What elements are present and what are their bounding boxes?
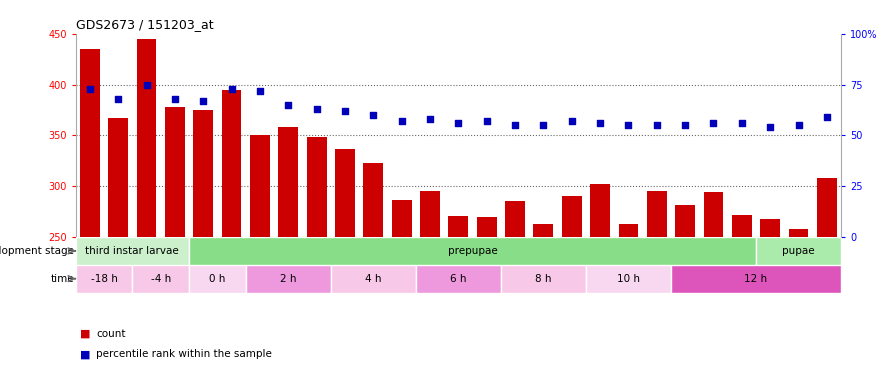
Point xyxy=(253,88,267,94)
Bar xyxy=(732,215,752,237)
Point xyxy=(167,96,182,102)
Point xyxy=(564,118,578,124)
Text: third instar larvae: third instar larvae xyxy=(85,246,179,256)
Bar xyxy=(671,265,841,292)
Point xyxy=(593,120,607,126)
Bar xyxy=(109,118,128,237)
Bar xyxy=(501,265,586,292)
Point xyxy=(650,122,664,128)
Text: 10 h: 10 h xyxy=(617,274,640,284)
Point xyxy=(140,82,154,88)
Text: 4 h: 4 h xyxy=(365,274,382,284)
Text: prepupae: prepupae xyxy=(448,246,498,256)
Bar xyxy=(335,148,355,237)
Text: 2 h: 2 h xyxy=(280,274,296,284)
Bar xyxy=(222,90,241,237)
Bar xyxy=(76,237,189,265)
Point xyxy=(338,108,352,114)
Bar xyxy=(586,265,671,292)
Bar xyxy=(619,224,638,237)
Bar xyxy=(420,191,440,237)
Text: 6 h: 6 h xyxy=(450,274,466,284)
Bar xyxy=(817,178,837,237)
Text: development stage: development stage xyxy=(0,246,74,256)
Point xyxy=(196,98,210,104)
Bar xyxy=(562,196,582,237)
Bar xyxy=(136,39,157,237)
Point xyxy=(678,122,692,128)
Bar xyxy=(533,224,554,237)
Text: GDS2673 / 151203_at: GDS2673 / 151203_at xyxy=(76,18,214,31)
Text: -4 h: -4 h xyxy=(150,274,171,284)
Text: 8 h: 8 h xyxy=(535,274,552,284)
Point xyxy=(451,120,465,126)
Point xyxy=(281,102,295,108)
Bar xyxy=(506,201,525,237)
Text: percentile rank within the sample: percentile rank within the sample xyxy=(96,350,272,359)
Bar xyxy=(590,184,610,237)
Point xyxy=(423,116,437,122)
Bar xyxy=(392,201,411,237)
Point xyxy=(83,86,97,92)
Bar xyxy=(193,110,213,237)
Point xyxy=(224,86,239,92)
Bar xyxy=(363,163,384,237)
Point xyxy=(111,96,125,102)
Point xyxy=(537,122,551,128)
Bar xyxy=(165,107,185,237)
Point xyxy=(791,122,805,128)
Point xyxy=(820,114,834,120)
Bar xyxy=(80,49,100,237)
Bar xyxy=(189,265,246,292)
Bar xyxy=(756,237,841,265)
Bar xyxy=(189,237,756,265)
Text: ■: ■ xyxy=(80,329,91,339)
Text: 12 h: 12 h xyxy=(744,274,767,284)
Text: -18 h: -18 h xyxy=(91,274,117,284)
Point xyxy=(480,118,494,124)
Bar xyxy=(76,265,133,292)
Bar xyxy=(704,192,724,237)
Bar xyxy=(307,137,327,237)
Point xyxy=(763,124,777,130)
Text: ■: ■ xyxy=(80,350,91,359)
Point xyxy=(707,120,721,126)
Bar xyxy=(477,217,497,237)
Bar xyxy=(416,265,501,292)
Text: time: time xyxy=(51,274,74,284)
Point xyxy=(366,112,380,118)
Text: count: count xyxy=(96,329,125,339)
Text: pupae: pupae xyxy=(782,246,815,256)
Bar xyxy=(760,219,781,237)
Point xyxy=(508,122,522,128)
Bar xyxy=(789,229,808,237)
Text: 0 h: 0 h xyxy=(209,274,225,284)
Bar xyxy=(246,265,331,292)
Point xyxy=(621,122,635,128)
Bar xyxy=(279,127,298,237)
Bar xyxy=(449,216,468,237)
Bar xyxy=(133,265,189,292)
Bar xyxy=(676,204,695,237)
Point xyxy=(310,106,324,112)
Bar xyxy=(250,135,270,237)
Point xyxy=(735,120,749,126)
Bar xyxy=(647,191,667,237)
Bar xyxy=(331,265,416,292)
Point xyxy=(394,118,409,124)
